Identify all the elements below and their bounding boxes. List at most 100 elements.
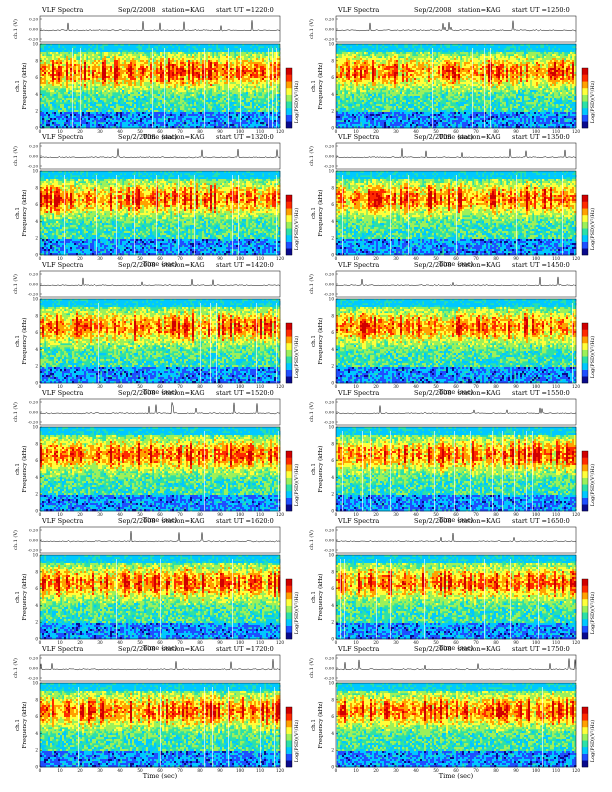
y-tick-label: 4	[35, 731, 38, 736]
y-tick-label: 6	[35, 75, 38, 80]
colorbar-swatch	[582, 329, 588, 337]
x-tick-label: 50	[137, 768, 143, 773]
colorbar-swatch	[582, 464, 588, 472]
colorbar-swatch	[582, 625, 588, 633]
colorbar-swatch	[286, 632, 292, 640]
panel-date: Sep/2/2008	[118, 517, 156, 526]
x-tick-label: 110	[256, 384, 264, 389]
y-axis-label: Frequency (kHz)	[21, 63, 28, 110]
y-axis-label: Frequency (kHz)	[317, 702, 324, 749]
spectrogram-panel: VLF Spectra Sep/2/2008 station=KAG start UT…	[306, 261, 596, 396]
colorbar-swatch	[286, 585, 292, 593]
trace-frame	[39, 270, 281, 298]
colorbar-swatch	[582, 121, 588, 129]
x-tick-label: 100	[236, 129, 244, 134]
colorbar-swatch	[286, 68, 292, 75]
x-axis-label: Time (sec)	[439, 516, 474, 524]
colorbar-swatch	[286, 108, 292, 115]
x-tick-label: 30	[393, 768, 399, 773]
panel-title: VLF Spectra	[42, 645, 83, 654]
colorbar-swatch	[582, 733, 588, 741]
panel-title: VLF Spectra	[338, 645, 379, 654]
y-tick-label: 10	[33, 425, 39, 430]
colorbar-swatch	[582, 713, 588, 721]
x-tick-label: 90	[513, 512, 519, 517]
y-tick-label: 2	[35, 236, 38, 241]
colorbar-swatch	[582, 477, 588, 485]
x-tick-label: 10	[353, 640, 359, 645]
x-axis-label: Time (sec)	[439, 133, 474, 141]
colorbar-label: Log(PSD)(V²/Hz)	[589, 336, 596, 378]
y-axis-channel-label: ch.1	[311, 463, 317, 475]
x-tick-label: 120	[276, 768, 284, 773]
y-tick-label: 6	[331, 586, 334, 591]
colorbar-swatch	[582, 363, 588, 370]
trace-tick-label: 0.20	[29, 656, 38, 661]
panel-title: VLF Spectra	[42, 133, 83, 142]
x-tick-label: 10	[353, 256, 359, 261]
trace-tick-label: 0.00	[29, 666, 38, 671]
colorbar-swatch	[582, 451, 588, 458]
colorbar-swatch	[286, 477, 292, 485]
x-tick-label: 80	[197, 640, 203, 645]
spectrogram-image	[40, 683, 281, 768]
x-tick-label: 30	[97, 640, 103, 645]
colorbar-swatch	[286, 619, 292, 626]
x-axis-label: Time (sec)	[143, 516, 178, 524]
y-tick-label: 4	[331, 731, 334, 736]
x-tick-label: 60	[157, 384, 163, 389]
x-tick-label: 20	[77, 640, 83, 645]
y-tick-label: 8	[35, 185, 38, 190]
x-tick-label: 70	[473, 256, 479, 261]
x-tick-label: 10	[57, 768, 63, 773]
colorbar-swatch	[582, 592, 588, 600]
colorbar-swatch	[286, 457, 292, 465]
colorbar-swatch	[286, 363, 292, 370]
trace-axis-label: ch.1 (V)	[12, 530, 19, 550]
y-tick-label: 2	[331, 620, 334, 625]
x-tick-label: 0	[335, 512, 338, 517]
trace-tick-label: 0.20	[29, 144, 38, 149]
spectrogram-panel: VLF Spectra Sep/2/2008 station=KAG start UT…	[306, 133, 596, 268]
panel-start-time: start UT =1220:0	[216, 6, 274, 15]
x-tick-label: 30	[97, 256, 103, 261]
x-tick-label: 90	[217, 640, 223, 645]
colorbar-swatch	[582, 241, 588, 249]
colorbar-swatch	[582, 81, 588, 89]
trace-tick-label: -0.20	[28, 676, 39, 681]
trace-tick-label: 0.00	[325, 154, 334, 159]
colorbar-swatch	[582, 74, 588, 82]
colorbar-swatch	[582, 457, 588, 465]
trace-axis-label: ch.1 (V)	[308, 658, 315, 678]
x-tick-label: 50	[433, 384, 439, 389]
colorbar-swatch	[582, 585, 588, 593]
colorbar-swatch	[582, 108, 588, 115]
trace-frame	[39, 654, 281, 682]
colorbar	[285, 706, 293, 768]
x-tick-label: 110	[256, 768, 264, 773]
x-tick-label: 50	[137, 512, 143, 517]
trace-axis-label: ch.1 (V)	[308, 19, 315, 39]
x-tick-label: 70	[473, 512, 479, 517]
colorbar-swatch	[582, 221, 588, 229]
panel-station: station=KAG	[162, 6, 205, 15]
x-tick-label: 30	[393, 640, 399, 645]
colorbar-swatch	[286, 248, 292, 256]
y-tick-label: 0	[331, 509, 334, 514]
panel-title: VLF Spectra	[42, 261, 83, 270]
x-tick-label: 90	[217, 129, 223, 134]
spectrogram-image	[40, 555, 281, 640]
y-tick-label: 6	[331, 458, 334, 463]
spectrogram-panel: VLF Spectra Sep/2/2008 station=KAG start UT…	[10, 261, 300, 396]
x-tick-label: 120	[276, 129, 284, 134]
x-tick-label: 90	[217, 768, 223, 773]
trace-frame	[335, 526, 577, 554]
x-tick-label: 110	[256, 640, 264, 645]
y-tick-label: 4	[331, 92, 334, 97]
y-tick-label: 4	[35, 219, 38, 224]
x-tick-label: 80	[197, 129, 203, 134]
